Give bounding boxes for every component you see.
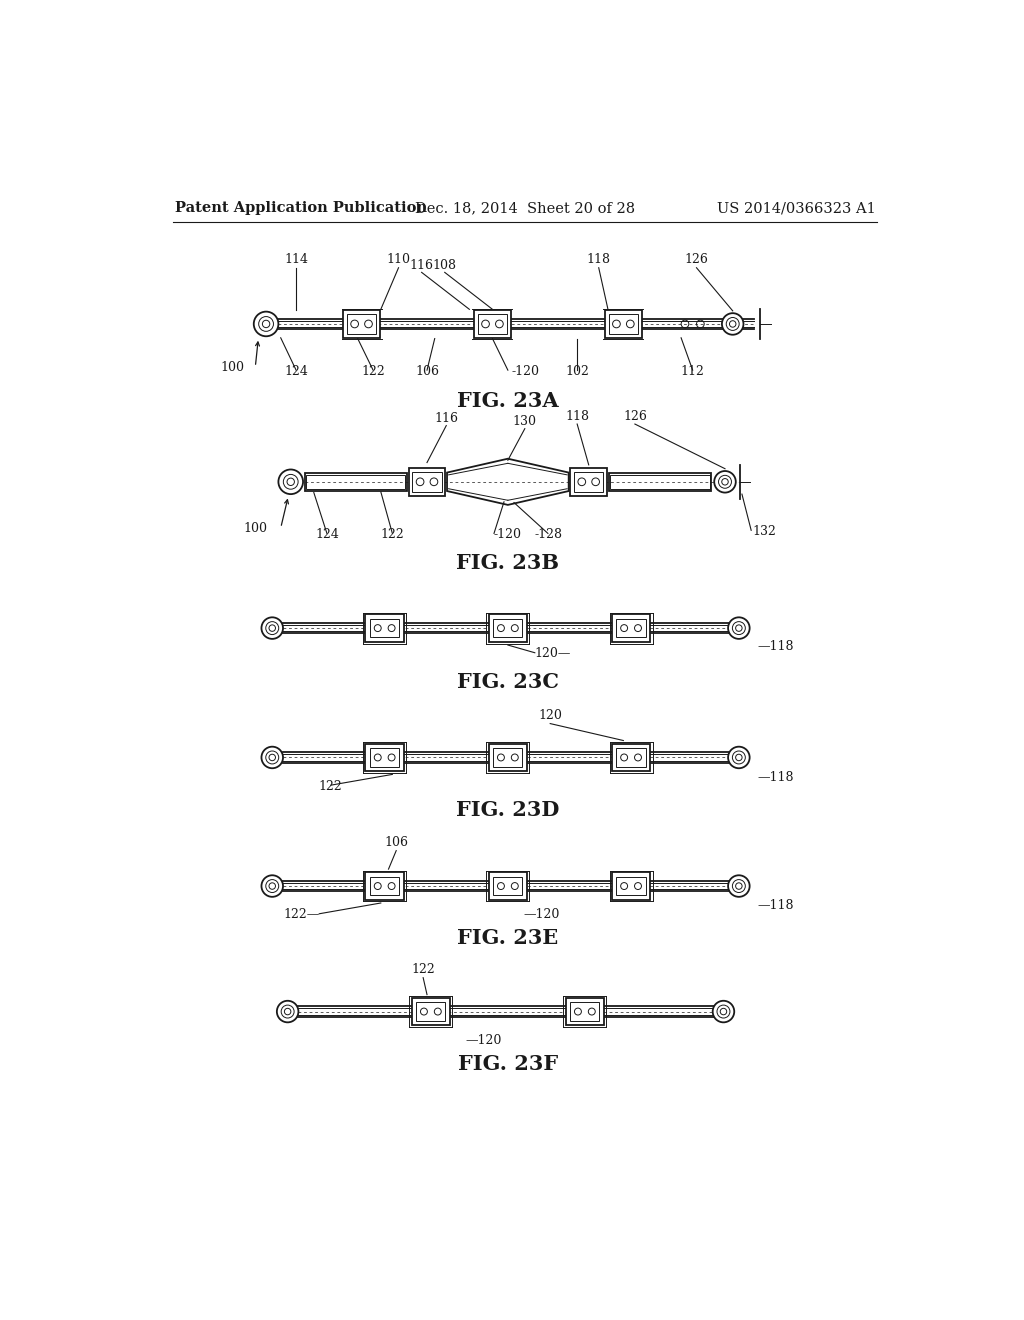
Text: 108: 108 [433, 259, 457, 272]
Text: 106: 106 [384, 836, 409, 849]
Bar [611, 873, 650, 900]
Bar [488, 743, 527, 771]
Text: 126: 126 [685, 253, 709, 267]
Text: -120: -120 [512, 364, 540, 378]
Text: 112: 112 [681, 364, 705, 378]
Bar [366, 873, 403, 900]
Circle shape [722, 313, 743, 335]
Bar [416, 1002, 445, 1020]
Bar [494, 748, 522, 767]
Text: 122: 122 [361, 364, 385, 378]
Bar [611, 614, 650, 642]
Text: 122: 122 [381, 528, 404, 541]
Text: 102: 102 [565, 364, 589, 378]
Text: 130: 130 [513, 414, 537, 428]
Bar [370, 619, 399, 638]
Text: 110: 110 [386, 253, 411, 267]
Text: 118: 118 [565, 411, 589, 424]
Text: —118: —118 [758, 771, 794, 784]
Bar [343, 310, 380, 338]
Circle shape [728, 618, 750, 639]
Text: 100: 100 [220, 360, 245, 374]
Text: FIG. 23C: FIG. 23C [457, 672, 559, 692]
Text: —118: —118 [758, 899, 794, 912]
Bar [616, 619, 646, 638]
Circle shape [261, 747, 283, 768]
Bar [370, 748, 399, 767]
Bar [474, 310, 511, 338]
Bar [494, 619, 522, 638]
Text: 124: 124 [285, 364, 308, 378]
Circle shape [261, 618, 283, 639]
Text: -120: -120 [494, 528, 522, 541]
Bar [347, 314, 376, 334]
Bar [605, 310, 642, 338]
Text: FIG. 23E: FIG. 23E [458, 928, 558, 948]
Text: 114: 114 [284, 253, 308, 267]
Text: 116: 116 [434, 412, 459, 425]
Text: 120—: 120— [535, 647, 571, 660]
Circle shape [261, 875, 283, 896]
Circle shape [728, 747, 750, 768]
Bar [494, 876, 522, 895]
Circle shape [728, 875, 750, 896]
Text: Dec. 18, 2014  Sheet 20 of 28: Dec. 18, 2014 Sheet 20 of 28 [415, 202, 635, 215]
Text: FIG. 23B: FIG. 23B [457, 553, 559, 573]
Text: —120: —120 [523, 908, 560, 921]
Text: FIG. 23F: FIG. 23F [458, 1053, 558, 1074]
Text: —118: —118 [758, 640, 794, 652]
Bar [370, 876, 399, 895]
Bar [608, 314, 638, 334]
Text: 132: 132 [753, 525, 776, 539]
Text: US 2014/0366323 A1: US 2014/0366323 A1 [717, 202, 876, 215]
Bar [478, 314, 507, 334]
Text: 100: 100 [244, 521, 267, 535]
Bar [616, 876, 646, 895]
Bar [488, 873, 527, 900]
Bar [616, 748, 646, 767]
Text: 126: 126 [623, 411, 647, 424]
Bar [413, 471, 441, 492]
Text: Patent Application Publication: Patent Application Publication [175, 202, 427, 215]
Text: 122: 122 [318, 780, 343, 793]
Text: 106: 106 [415, 364, 439, 378]
Text: —120: —120 [466, 1034, 502, 1047]
Text: 116: 116 [410, 259, 433, 272]
Circle shape [713, 1001, 734, 1022]
Bar [488, 614, 527, 642]
Bar [366, 743, 403, 771]
Bar [574, 471, 603, 492]
Text: -128: -128 [535, 528, 563, 541]
Circle shape [276, 1001, 298, 1022]
Bar [570, 469, 607, 496]
Bar [412, 998, 451, 1026]
Text: 118: 118 [587, 253, 610, 267]
Bar [366, 614, 403, 642]
Circle shape [254, 312, 279, 337]
Bar [565, 998, 604, 1026]
Text: 122: 122 [412, 964, 435, 975]
Text: 122—: 122— [283, 908, 319, 921]
Text: 124: 124 [315, 528, 339, 541]
Text: FIG. 23D: FIG. 23D [456, 800, 559, 820]
Bar [611, 743, 650, 771]
Bar [570, 1002, 599, 1020]
Text: FIG. 23A: FIG. 23A [457, 391, 559, 411]
Circle shape [279, 470, 303, 494]
Circle shape [714, 471, 736, 492]
Text: 120: 120 [539, 709, 562, 722]
Bar [409, 469, 445, 496]
